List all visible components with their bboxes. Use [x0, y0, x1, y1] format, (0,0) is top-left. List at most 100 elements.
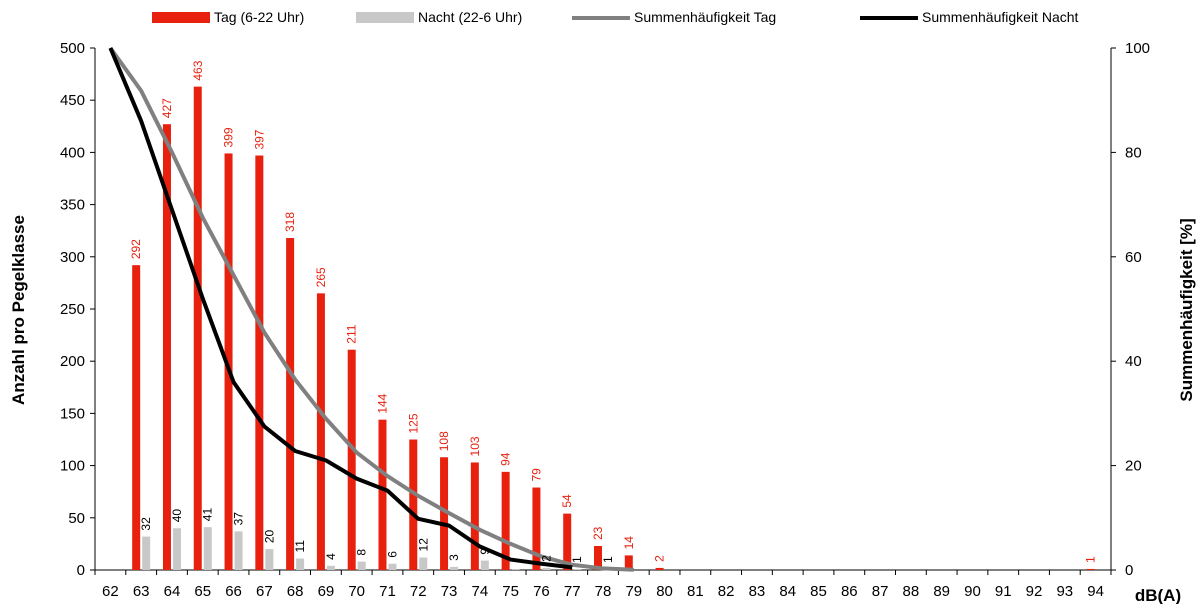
x-axis-label: dB(A): [1135, 586, 1181, 604]
bar: [172, 528, 181, 570]
bar: [132, 265, 141, 570]
y-tick-label: 350: [60, 197, 85, 214]
x-tick-label: 68: [287, 583, 304, 600]
data-label: 399: [222, 127, 236, 147]
bar: [357, 561, 366, 570]
data-label: 9: [478, 548, 492, 555]
y-tick-label: 300: [60, 249, 85, 266]
bar: [655, 567, 664, 570]
data-label: 54: [560, 494, 574, 508]
x-tick-label: 73: [441, 583, 458, 600]
data-label: 12: [416, 538, 430, 552]
x-tick-label: 90: [964, 583, 981, 600]
x-tick-label: 92: [1026, 583, 1043, 600]
legend-label: Nacht (22-6 Uhr): [418, 9, 522, 25]
y2-axis-label: Summenhäufigkeit [%]: [1177, 218, 1196, 401]
y-tick-label: 100: [60, 458, 85, 475]
legend: Tag (6-22 Uhr) Nacht (22-6 Uhr) Summenhäuf…: [152, 9, 1079, 25]
data-label: 37: [232, 512, 246, 526]
bar: [316, 293, 325, 570]
y-tick-label: 400: [60, 144, 85, 161]
y-tick-label: 0: [77, 562, 85, 579]
lines: [108, 46, 634, 572]
y2-tick-label: 80: [1125, 144, 1142, 161]
x-tick-label: 71: [379, 583, 396, 600]
bar: [440, 457, 449, 570]
bar: [193, 86, 202, 571]
x-tick-label: 79: [625, 583, 642, 600]
y-axis-label: Anzahl pro Pegelklasse: [9, 215, 28, 405]
bar: [224, 153, 233, 570]
x-tick-label: 80: [656, 583, 673, 600]
data-label: 318: [283, 212, 297, 232]
x-tick-label: 81: [687, 583, 704, 600]
bar: [234, 531, 243, 570]
data-label: 1: [1084, 556, 1098, 563]
x-tick-label: 85: [810, 583, 827, 600]
legend-swatch: [356, 12, 414, 23]
bar: [501, 471, 510, 570]
data-label: 40: [170, 509, 184, 523]
data-label: 94: [499, 452, 513, 466]
y2-tick-label: 0: [1125, 562, 1133, 579]
bar: [563, 513, 572, 570]
x-tick-label: 62: [102, 583, 119, 600]
x-tick-label: 87: [872, 583, 889, 600]
bar: [573, 568, 582, 570]
bar: [409, 439, 418, 570]
data-label: 427: [160, 98, 174, 118]
bar: [450, 566, 459, 570]
x-tick-label: 76: [533, 583, 550, 600]
x-tick-label: 93: [1056, 583, 1073, 600]
x-tick-label: 83: [749, 583, 766, 600]
data-label: 20: [262, 529, 276, 543]
data-label: 14: [622, 536, 636, 550]
bar: [326, 565, 335, 570]
x-tick-label: 89: [933, 583, 950, 600]
data-label: 397: [252, 129, 266, 149]
bar: [286, 238, 295, 570]
y-tick-label: 450: [60, 92, 85, 109]
data-label: 292: [129, 239, 143, 259]
axes: 0 50 100 150 200 250 300 350 400 450 500 0 20 40 60 80 1…: [60, 40, 1150, 600]
y2-tick-label: 60: [1125, 249, 1142, 266]
legend-label: Tag (6-22 Uhr): [214, 9, 304, 25]
legend-swatch: [152, 12, 210, 23]
data-label: 11: [293, 540, 307, 553]
bar: [542, 567, 551, 570]
data-label: 32: [139, 517, 153, 531]
data-label: 265: [314, 267, 328, 287]
data-label: 108: [437, 431, 451, 451]
bar: [162, 124, 171, 570]
series-line: [108, 47, 573, 570]
bar: [594, 545, 602, 570]
data-label: 211: [345, 324, 359, 343]
x-tick-label: 74: [472, 583, 489, 600]
bar: [1086, 568, 1095, 570]
x-tick-label: 82: [718, 583, 735, 600]
bar: [142, 536, 151, 570]
bar: [480, 560, 489, 570]
bar: [470, 462, 479, 570]
data-label: 144: [375, 393, 389, 413]
bar: [511, 568, 520, 570]
bar: [388, 563, 397, 570]
data-label: 2: [653, 555, 667, 562]
x-tick-label: 66: [225, 583, 242, 600]
y2-tick-label: 100: [1125, 40, 1150, 57]
x-tick-label: 70: [348, 583, 365, 600]
bar: [378, 419, 387, 570]
data-label: 79: [529, 468, 543, 482]
data-label: 1: [570, 556, 584, 563]
bar: [624, 555, 633, 570]
bars: [132, 86, 1095, 571]
data-label: 4: [324, 553, 338, 560]
x-tick-label: 63: [133, 583, 150, 600]
x-tick-label: 65: [194, 583, 211, 600]
y-tick-label: 150: [60, 405, 85, 422]
y-tick-label: 200: [60, 353, 85, 370]
x-tick-label: 88: [903, 583, 920, 600]
y2-tick-label: 20: [1125, 458, 1142, 475]
